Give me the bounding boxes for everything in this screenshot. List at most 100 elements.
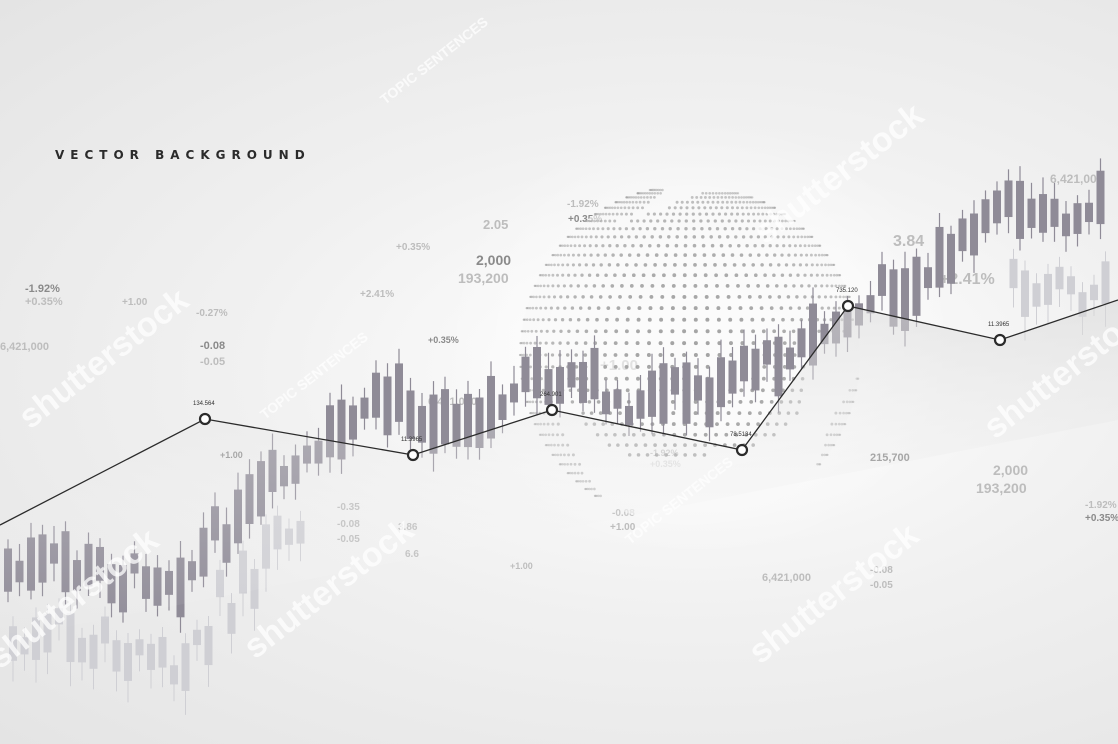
- price-label: 6,421,000: [1050, 172, 1104, 186]
- globe-dot: [658, 235, 663, 239]
- globe-dot: [728, 317, 733, 322]
- globe-dot: [567, 329, 571, 334]
- globe-dot: [713, 263, 717, 267]
- globe-dot: [716, 306, 721, 311]
- candlestick-reflection: [112, 630, 121, 692]
- globe-dot: [693, 273, 698, 278]
- candlestick: [993, 181, 1001, 235]
- globe-dot: [525, 306, 529, 310]
- globe-dot: [615, 244, 619, 248]
- globe-dot: [817, 329, 821, 333]
- globe-dot: [611, 212, 615, 216]
- globe-dot: [614, 201, 617, 204]
- globe-dot: [761, 317, 765, 322]
- globe-dot: [536, 318, 540, 322]
- globe-dot: [684, 227, 688, 231]
- globe-dot: [533, 284, 537, 288]
- globe-dot: [691, 206, 695, 210]
- globe-dot: [571, 263, 575, 267]
- globe-dot: [806, 235, 809, 239]
- globe-dot: [660, 227, 665, 231]
- globe-dot: [637, 306, 642, 311]
- globe-dot: [657, 188, 660, 192]
- globe-dot: [592, 227, 595, 231]
- globe-dot: [730, 212, 734, 216]
- globe-dot: [530, 411, 534, 415]
- globe-dot: [696, 200, 700, 204]
- globe-dot: [759, 400, 764, 404]
- globe-dot: [810, 263, 814, 267]
- globe-dot: [675, 235, 679, 239]
- globe-dot: [599, 212, 602, 216]
- globe-dot: [749, 400, 754, 404]
- globe-dot: [815, 273, 819, 277]
- price-label: -0.27%: [196, 308, 228, 319]
- globe-dot: [614, 329, 619, 334]
- globe-dot: [658, 341, 663, 346]
- globe-dot: [668, 227, 672, 231]
- globe-dot: [682, 283, 687, 288]
- globe-dot: [618, 295, 622, 299]
- globe-dot: [673, 206, 677, 210]
- globe-dot: [536, 284, 540, 288]
- globe-dot: [556, 273, 559, 277]
- globe-dot: [717, 341, 722, 346]
- globe-dot: [820, 284, 824, 288]
- headline-text: VECTOR BACKGROUND: [55, 148, 311, 162]
- globe-dot: [820, 306, 824, 310]
- globe-dot: [561, 263, 565, 267]
- globe-dot: [628, 295, 633, 299]
- globe-dot: [547, 263, 551, 267]
- globe-dot: [636, 317, 641, 322]
- trend-point-label: 134.564: [193, 401, 215, 407]
- globe-dot: [608, 212, 611, 216]
- globe-dot: [693, 399, 698, 404]
- globe-dot: [734, 432, 739, 437]
- globe-dot: [519, 342, 522, 345]
- globe-dot: [525, 307, 528, 310]
- globe-dot: [825, 284, 829, 288]
- globe-dot: [653, 227, 657, 231]
- candlestick: [1096, 158, 1105, 240]
- globe-dot: [787, 235, 791, 239]
- globe-dot: [693, 364, 698, 369]
- globe-dot: [724, 196, 727, 199]
- globe-dot: [584, 227, 588, 231]
- globe-dot: [760, 200, 763, 204]
- globe-dot: [519, 353, 522, 357]
- globe-dot: [538, 295, 542, 299]
- globe-dot: [746, 219, 751, 223]
- globe-dot: [771, 206, 775, 209]
- globe-dot: [638, 227, 642, 231]
- globe-dot: [544, 341, 548, 345]
- price-label: -1.92%: [567, 199, 599, 210]
- trend-point: [993, 333, 1007, 347]
- globe-dot: [705, 353, 710, 357]
- globe-dot: [693, 317, 698, 322]
- globe-dot: [603, 341, 608, 345]
- globe-dot: [753, 273, 758, 278]
- globe-dot: [646, 192, 649, 195]
- globe-dot: [748, 200, 752, 204]
- globe-dot: [608, 206, 612, 210]
- globe-dot: [731, 206, 734, 210]
- trend-point: [841, 299, 855, 313]
- globe-dot: [839, 274, 842, 277]
- globe-dot: [765, 253, 769, 257]
- price-label: 2.05: [483, 217, 508, 232]
- globe-dot: [792, 227, 796, 231]
- globe-dot: [770, 227, 774, 231]
- globe-dot: [673, 263, 677, 267]
- globe-dot: [736, 192, 740, 195]
- globe-dot: [604, 212, 608, 216]
- candlestick: [372, 360, 380, 430]
- globe-dot: [715, 294, 720, 299]
- globe-dot: [664, 253, 668, 257]
- price-label: 193,200: [458, 270, 509, 286]
- globe-dot: [547, 295, 551, 299]
- globe-dot: [735, 192, 738, 195]
- globe-dot: [749, 206, 753, 210]
- globe-dot: [519, 365, 522, 369]
- globe-dot: [648, 306, 653, 311]
- globe-dot: [679, 206, 683, 210]
